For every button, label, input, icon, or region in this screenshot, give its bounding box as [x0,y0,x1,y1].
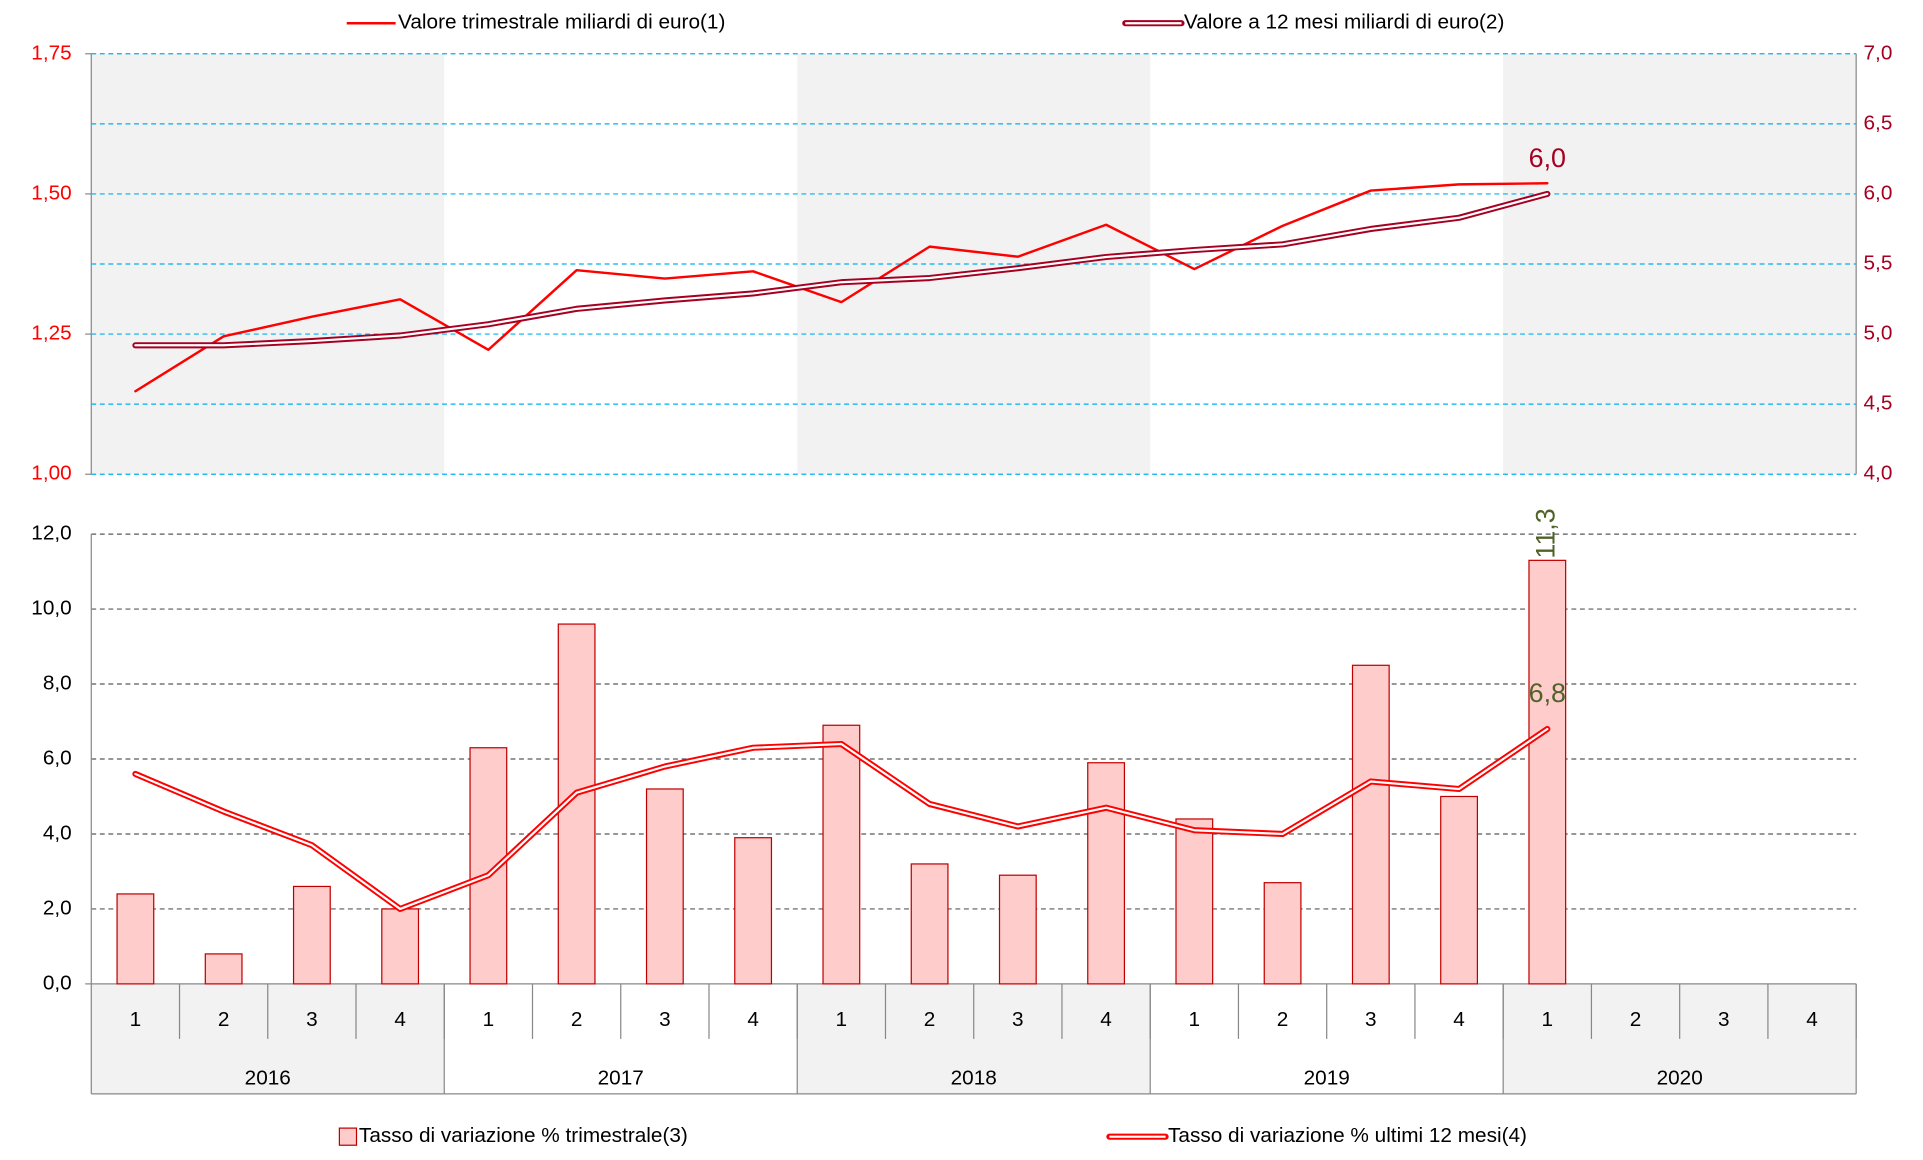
group-label: 2018 [951,1067,997,1090]
x-tick-label: 1 [836,1008,848,1031]
x-tick-label: 2 [1277,1008,1289,1031]
y2-tick-label: 4,5 [1864,392,1893,415]
bar [998,874,1037,985]
group-label: 2019 [1304,1067,1350,1090]
y2-tick-label: 5,0 [1864,322,1893,345]
y-tick-label: 12,0 [31,522,71,545]
data-label: 6,8 [1529,678,1566,708]
bar [1087,762,1126,985]
x-tick-label: 4 [394,1008,406,1031]
y-tick-label: 2,0 [43,896,72,919]
y-tick-label: 1,50 [31,181,71,204]
y-tick-label: 1,25 [31,322,71,345]
y-tick-label: 10,0 [31,597,71,620]
bar [822,724,861,985]
x-tick-label: 4 [1453,1008,1465,1031]
x-tick-label: 3 [1012,1008,1024,1031]
line-inner [134,727,1549,911]
bar [910,863,949,985]
bar [1440,795,1479,985]
x-tick-label: 2 [218,1008,230,1031]
y2-tick-label: 6,5 [1864,111,1893,134]
x-tick-label: 1 [1542,1008,1554,1031]
y2-tick-label: 7,0 [1864,41,1893,64]
y2-tick-label: 5,5 [1864,251,1893,274]
group-label: 2020 [1657,1067,1703,1090]
x-tick-label: 1 [1189,1008,1201,1031]
line [134,182,1549,393]
bar [381,908,420,985]
legend-label: Tasso di variazione % ultimi 12 mesi(4) [1168,1124,1527,1147]
bar [1351,664,1390,985]
bar [204,953,243,985]
x-tick-label: 4 [1100,1008,1112,1031]
bar [1528,559,1567,985]
y2-tick-label: 4,0 [1864,462,1893,485]
x-tick-label: 2 [924,1008,936,1031]
x-tick-label: 3 [306,1008,318,1031]
y-tick-label: 6,0 [43,746,72,769]
x-tick-label: 3 [1718,1008,1730,1031]
group-label: 2017 [598,1067,644,1090]
x-tick-label: 3 [1365,1008,1377,1031]
x-tick-label: 3 [659,1008,671,1031]
data-label: 11,3 [1530,508,1560,558]
x-tick-label: 4 [747,1008,759,1031]
bar [292,885,331,985]
y-tick-label: 4,0 [43,821,72,844]
y-tick-label: 0,0 [43,971,72,994]
legend-label: Valore a 12 mesi miliardi di euro(2) [1184,11,1504,34]
y-tick-label: 1,00 [31,462,71,485]
x-tick-label: 1 [130,1008,142,1031]
y-tick-label: 1,75 [31,41,71,64]
line-inner [134,192,1549,347]
x-tick-label: 2 [571,1008,583,1031]
group-label: 2016 [245,1067,291,1090]
x-tick-label: 2 [1630,1008,1642,1031]
legend-label: Tasso di variazione % trimestrale(3) [359,1124,688,1147]
bar [116,893,155,985]
data-label: 6,0 [1529,143,1566,173]
legend-label: Valore trimestrale miliardi di euro(1) [398,11,725,34]
bar [1263,882,1302,985]
bar [645,788,684,985]
legend-swatch [338,1127,358,1146]
y2-tick-label: 6,0 [1864,181,1893,204]
x-tick-label: 4 [1806,1008,1818,1031]
bar [734,837,773,985]
y-tick-label: 8,0 [43,672,72,695]
x-tick-label: 1 [483,1008,495,1031]
bar [1175,818,1214,985]
